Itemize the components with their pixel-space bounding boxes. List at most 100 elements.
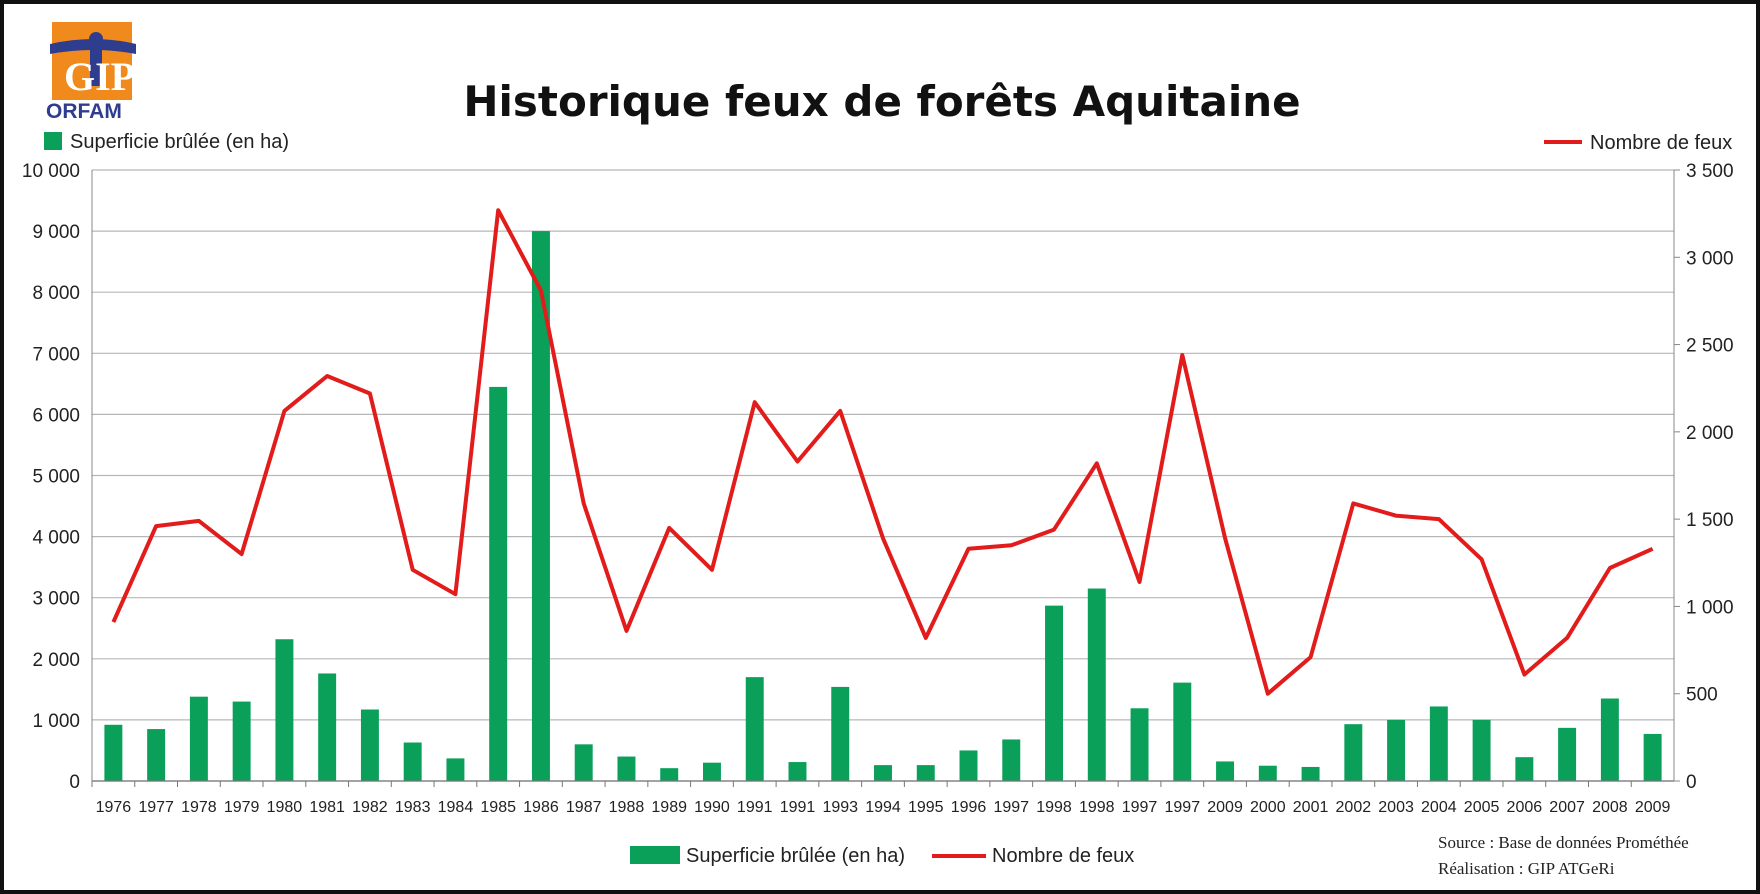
bar [1472,719,1491,781]
bar [1600,698,1619,781]
line-nombre-de-feux [111,208,1654,696]
y-left-tick-label: 6 000 [32,405,80,426]
bar [1643,733,1662,781]
bar [489,386,508,781]
line-series [111,208,1654,696]
bar [1002,739,1021,781]
x-tick-label: 1982 [352,799,388,816]
bar-series [104,231,1662,782]
bar [617,756,636,781]
bar [1558,727,1577,781]
y-axis-left: 0 1 000 2 000 3 000 4 000 5 000 6 000 7 000 8 00… [22,161,93,793]
x-tick-label: 1997 [993,799,1029,816]
y-right-tick-label: 3 500 [1686,161,1734,182]
x-tick-label: 1979 [224,799,260,816]
x-tick-label: 1983 [395,799,431,816]
y-left-tick-label: 2 000 [32,650,80,671]
legend-top-bar-swatch [44,132,62,150]
y-left-tick-label: 1 000 [32,711,80,732]
logo: GIP ORFAM [46,22,136,123]
x-tick-label: 1986 [523,799,559,816]
bar [702,762,721,781]
x-tick-label: 1997 [1165,799,1201,816]
y-left-tick-label: 9 000 [32,222,80,243]
y-right-tick-label: 2 000 [1686,423,1734,444]
y-right-tick-label: 500 [1686,685,1718,706]
x-tick-label: 1991 [780,799,816,816]
bar [660,768,679,781]
x-tick-label: 1985 [480,799,516,816]
x-tick-label: 1977 [138,799,174,816]
chart: GIP ORFAM Historique feux de forêts Aqui… [22,22,1734,878]
bar [232,701,251,781]
x-tick-label: 2002 [1336,799,1372,816]
x-axis: 1976 1977 1978 1979 1980 1981 1982 1983 1984 1985… [91,780,1674,816]
y-left-tick-label: 0 [69,772,80,793]
gridlines [92,169,1674,782]
x-tick-label: 1991 [737,799,773,816]
logo-name: ORFAM [46,100,122,123]
bar [959,750,978,781]
legend-top-bar-label: Superficie brûlée (en ha) [70,131,289,153]
x-tick-label: 1998 [1036,799,1072,816]
bar [1087,588,1106,781]
x-tick-label: 2000 [1250,799,1286,816]
x-tick-label: 1990 [694,799,730,816]
y-right-tick-label: 1 000 [1686,597,1734,618]
bar [574,744,593,781]
x-tick-label: 2004 [1421,799,1457,816]
x-tick-label: 2003 [1378,799,1414,816]
legend-bottom-bar-label: Superficie brûlée (en ha) [686,845,905,867]
bar [275,639,294,781]
legend-bottom: Superficie brûlée (en ha) Nombre de feux [630,845,1134,867]
legend-bottom-line-label: Nombre de feux [992,845,1134,867]
x-tick-label: 1976 [96,799,132,816]
x-tick-label: 2006 [1507,799,1543,816]
chart-title: Historique feux de forêts Aquitaine [463,77,1300,126]
y-axis-right: 0 500 1 000 1 500 2 000 2 500 3 000 3 500 [1673,161,1734,793]
bar [1216,761,1235,781]
bar [1344,724,1363,781]
x-tick-label: 2005 [1464,799,1500,816]
y-right-tick-label: 0 [1686,772,1697,793]
bar [318,673,337,781]
y-right-tick-label: 2 500 [1686,336,1734,357]
bar [104,724,123,781]
y-right-tick-label: 1 500 [1686,510,1734,531]
bar [745,677,764,781]
x-tick-label: 1987 [566,799,602,816]
x-tick-label: 2009 [1207,799,1243,816]
x-tick-label: 1994 [865,799,901,816]
x-tick-label: 2009 [1635,799,1671,816]
y-left-tick-label: 5 000 [32,467,80,488]
legend-top-line-label: Nombre de feux [1590,132,1732,154]
x-tick-label: 1989 [651,799,687,816]
legend-top-right: Nombre de feux [1544,132,1732,154]
y-left-tick-label: 10 000 [22,161,80,182]
x-tick-label: 1980 [267,799,303,816]
logo-mark: GIP [64,54,135,99]
x-tick-label: 1996 [951,799,987,816]
credit-note: Réalisation : GIP ATGeRi [1438,859,1615,878]
bar [788,762,807,781]
y-right-tick-label: 3 000 [1686,248,1734,269]
x-tick-label: 2008 [1592,799,1628,816]
bar [1173,682,1192,781]
x-tick-label: 1981 [309,799,345,816]
x-tick-label: 1978 [181,799,217,816]
x-tick-label: 1984 [438,799,474,816]
bar [1130,708,1149,781]
bar [916,765,935,781]
x-tick-label: 1993 [822,799,858,816]
source-note: Source : Base de données Prométhée [1438,833,1689,852]
bar [831,686,850,781]
legend-top-left: Superficie brûlée (en ha) [44,131,289,153]
bar [360,709,379,781]
y-left-tick-label: 4 000 [32,528,80,549]
bar [1258,765,1277,781]
legend-bottom-bar-swatch [630,846,680,864]
bar [403,742,422,781]
x-tick-label: 1995 [908,799,944,816]
bar [531,231,550,782]
